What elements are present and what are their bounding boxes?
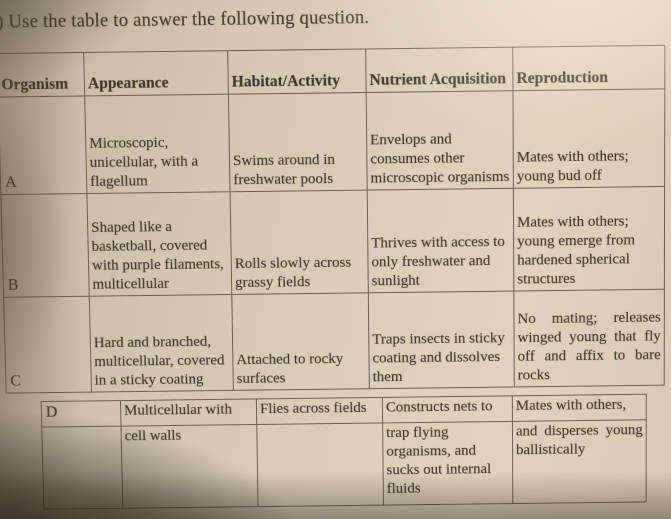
cell-appearance-b: Shaped like a basketball, covered with p… [86, 191, 232, 297]
cell-nutrient-c: Traps insects in sticky coating and diss… [368, 291, 515, 389]
question-body: Use the table to answer the following qu… [3, 7, 370, 33]
cell-habitat-d-line1: Flies across fields [256, 397, 383, 425]
cell-nutrient-d-cont: trap flying organisms, and sucks out int… [382, 421, 513, 506]
cell-organism-d-cont [41, 426, 123, 510]
cell-organism-d: D [41, 400, 122, 428]
table-row-d-continuation: cell walls trap flying organisms, and su… [41, 419, 647, 510]
cell-habitat-b: Rolls slowly across grassy fields [230, 190, 369, 295]
question-text: 3) Use the table to answer the following… [0, 8, 369, 34]
cell-reproduction-d-cont: and disperses young ballistically [512, 419, 647, 504]
organism-table-continued: D Multicellular with Flies across fields… [41, 394, 647, 510]
table-row-c: C Hard and branched, multicellular, cove… [3, 289, 665, 394]
col-header-organism: Organism [0, 52, 85, 98]
col-header-nutrient: Nutrient Acquisition [365, 47, 513, 93]
cell-nutrient-a: Envelops and consumes other microscopic … [366, 90, 514, 191]
cell-appearance-d-cont: cell walls [121, 424, 259, 509]
cell-appearance-d-line1: Multicellular with [120, 398, 257, 427]
cell-organism-c: C [3, 296, 92, 394]
cell-reproduction-d-line1: Mates with others, [512, 394, 647, 422]
cell-reproduction-a: Mates with others; young bud off [512, 88, 665, 189]
cell-nutrient-b: Thrives with access to only freshwater a… [367, 188, 514, 293]
cell-habitat-d-cont [256, 422, 384, 507]
cell-reproduction-b: Mates with others; young emerge from har… [513, 186, 665, 292]
table-row-b: B Shaped like a basketball, covered with… [0, 186, 665, 298]
table-row-a: A Microscopic, unicellular, with a flage… [0, 88, 665, 195]
cell-reproduction-c: No mating; releases winged young that fl… [513, 289, 665, 387]
cell-habitat-a: Swims around in freshwater pools [228, 92, 368, 192]
cell-habitat-c: Attached to rocky surfaces [231, 292, 370, 391]
cell-nutrient-d-line1: Constructs nets to [382, 395, 513, 423]
organism-table: Organism Appearance Habitat/Activity Nut… [0, 45, 665, 394]
cell-appearance-a: Microscopic, unicellular, with a flagell… [84, 94, 231, 194]
col-header-reproduction: Reproduction [512, 45, 665, 91]
cell-appearance-c: Hard and branched, multicellular, covere… [89, 294, 234, 393]
cell-organism-b: B [0, 193, 90, 298]
col-header-habitat: Habitat/Activity [227, 48, 367, 95]
cell-organism-a: A [0, 95, 87, 195]
col-header-appearance: Appearance [83, 50, 229, 96]
